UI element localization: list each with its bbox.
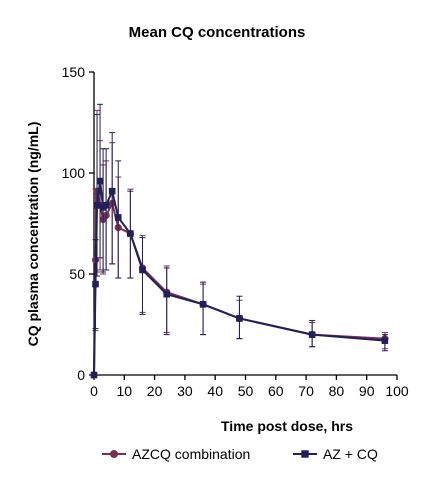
y-tick-label: 0 [77,367,85,383]
data-point [199,301,207,308]
series-layer [90,103,389,379]
data-point [108,187,116,195]
data-point [139,266,146,274]
data-point [114,214,122,221]
y-tick-label: 100 [62,165,86,181]
series-line [93,190,385,376]
x-tick-label: 60 [268,383,284,399]
y-axis-label: CQ plasma concentration (ng/mL) [25,122,41,347]
legend-marker [301,450,309,458]
data-point [96,177,104,185]
plot-area: 0 50 100 150 0 10 20 30 40 50 60 70 80 90 100 [62,64,409,399]
data-point [90,371,98,379]
legend-label: AZ + CQ [323,446,378,462]
x-tick-label: 30 [177,383,193,399]
data-point [92,280,99,288]
data-point [127,230,134,237]
legend-item-1: AZCQ combination [102,446,250,462]
chart-title: Mean CQ concentrations [129,24,306,41]
data-point [308,331,316,338]
y-tick-label: 150 [62,64,86,80]
legend-item-2: AZ + CQ [293,446,378,462]
x-ticks: 0 10 20 30 40 50 60 70 80 90 100 [90,375,409,399]
x-tick-label: 0 [90,383,98,399]
x-tick-label: 100 [385,383,409,399]
legend-marker [110,450,118,458]
legend: AZCQ combination AZ + CQ [102,446,378,462]
x-tick-label: 80 [329,383,345,399]
x-tick-label: 70 [298,383,314,399]
data-point [102,202,110,209]
series-2 [90,103,389,379]
x-tick-label: 50 [238,383,254,399]
y-ticks: 0 50 100 150 [62,64,94,383]
series-line [93,180,385,376]
data-point [163,290,171,298]
x-axis-label: Time post dose, hrs [221,418,353,434]
x-tick-label: 20 [147,383,163,399]
y-tick-label: 50 [69,266,85,282]
data-point [381,337,389,344]
x-tick-label: 10 [117,383,133,399]
legend-label: AZCQ combination [132,446,250,462]
data-point [93,202,101,209]
data-point [236,315,243,322]
x-tick-label: 90 [359,383,375,399]
x-tick-label: 40 [207,383,223,399]
